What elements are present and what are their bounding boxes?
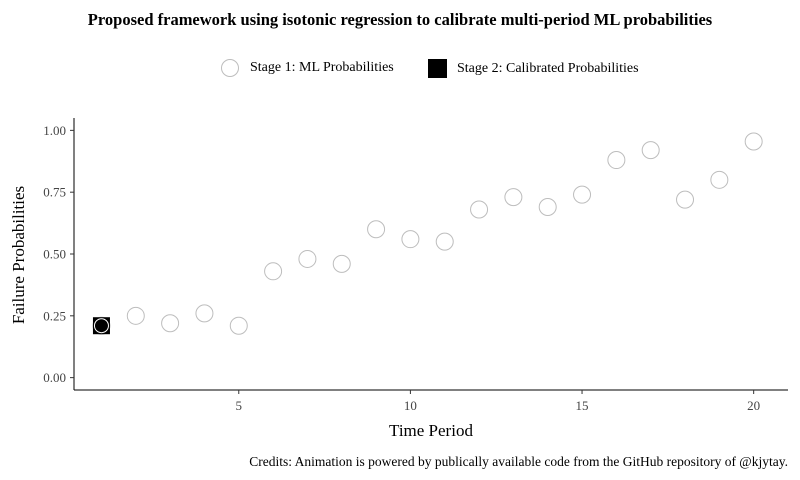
legend-item-stage1: Stage 1: ML Probabilities xyxy=(220,59,394,77)
x-tick-label: 15 xyxy=(576,398,589,413)
stage1-point xyxy=(298,249,317,268)
stage1-point xyxy=(161,314,180,333)
stage1-point xyxy=(504,188,523,207)
axes xyxy=(73,118,788,391)
x-tick-label: 10 xyxy=(404,398,417,413)
stage1-point xyxy=(401,230,420,249)
stage2-point xyxy=(92,317,110,335)
y-tick-label: 0.25 xyxy=(43,308,66,323)
stage1-point xyxy=(229,316,248,335)
stage1-point xyxy=(538,198,557,217)
stage1-point xyxy=(710,170,729,189)
y-tick-label: 0.00 xyxy=(43,370,66,385)
open-circle-icon xyxy=(221,59,239,77)
filled-square-icon xyxy=(428,59,447,78)
legend-label-stage1: Stage 1: ML Probabilities xyxy=(250,60,394,75)
stage1-point xyxy=(676,190,695,209)
y-tick-label: 0.75 xyxy=(43,185,66,200)
legend: Stage 1: ML Probabilities Stage 2: Calib… xyxy=(0,59,800,81)
y-axis-label: Failure Probabilities xyxy=(9,185,29,325)
stage1-point xyxy=(264,262,283,281)
stage1-point xyxy=(607,151,626,170)
credits-text: Credits: Animation is powered by publica… xyxy=(249,454,788,469)
chart-title: Proposed framework using isotonic regres… xyxy=(87,10,713,29)
stage1-point xyxy=(332,254,351,273)
x-tick-label: 20 xyxy=(747,398,760,413)
ticks: 0.00 0.25 0.50 0.75 1.00 5 10 15 20 xyxy=(43,123,760,413)
stage1-point xyxy=(435,232,454,251)
stage1-point xyxy=(195,304,214,323)
stage1-point xyxy=(641,141,660,160)
x-axis-label: Time Period xyxy=(389,421,473,440)
stage2-point-outline xyxy=(93,318,109,334)
legend-item-stage2: Stage 2: Calibrated Probabilities xyxy=(428,59,639,78)
legend-label-stage2: Stage 2: Calibrated Probabilities xyxy=(457,60,639,76)
stage1-point xyxy=(367,220,386,239)
x-tick-label: 5 xyxy=(236,398,243,413)
stage1-point xyxy=(470,200,489,219)
stage1-point xyxy=(573,185,592,204)
data-marks xyxy=(92,132,763,335)
y-tick-label: 0.50 xyxy=(43,247,66,262)
stage1-point xyxy=(744,132,763,151)
y-tick-label: 1.00 xyxy=(43,123,66,138)
stage1-point xyxy=(126,306,145,325)
